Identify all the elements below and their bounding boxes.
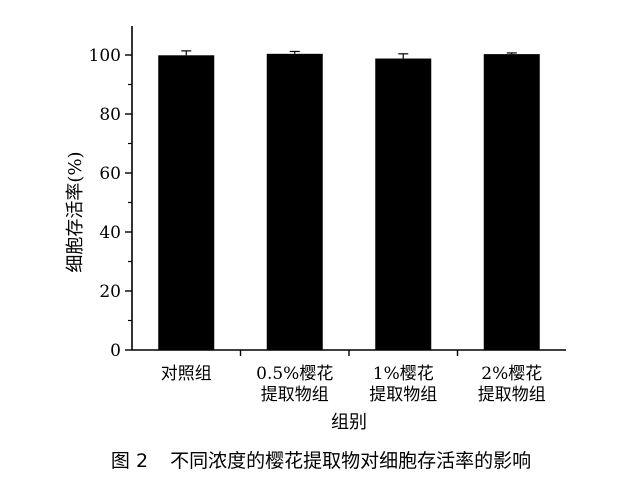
y-tick-label: 0 [110, 341, 121, 361]
y-tick-label: 80 [99, 105, 121, 125]
x-axis-label: 组别 [331, 412, 367, 433]
y-tick-label: 100 [89, 46, 121, 66]
y-tick-label: 20 [99, 282, 121, 302]
x-tick-label: 1%樱花提取物组 [369, 364, 437, 405]
y-axis-label: 细胞存活率(%) [65, 151, 86, 272]
y-tick-label: 40 [99, 223, 121, 243]
bar [266, 53, 323, 350]
error-bars-layer [181, 50, 517, 59]
figure-caption: 图 2 不同浓度的樱花提取物对细胞存活率的影响 [0, 446, 642, 473]
bar [375, 58, 432, 350]
x-tick-label: 0.5%樱花提取物组 [256, 364, 333, 405]
x-tick-label: 对照组 [161, 364, 212, 384]
x-ticks-layer: 对照组 0.5%樱花提取物组 1%樱花提取物组 2%樱花提取物组 [161, 350, 546, 405]
figure-number: 图 2 [110, 450, 149, 472]
bar [483, 54, 540, 351]
bar [158, 55, 215, 351]
bars-layer [158, 53, 540, 351]
bar-chart: 0 20 40 60 80 100 对照组 0.5%樱花提取物组 1%樱花提取物组 2%樱花提取… [65, 26, 566, 433]
y-tick-label: 60 [99, 164, 121, 184]
x-tick-label: 2%樱花提取物组 [478, 364, 546, 405]
y-ticks-layer: 0 20 40 60 80 100 [89, 46, 132, 361]
caption-text: 不同浓度的樱花提取物对细胞存活率的影响 [170, 450, 532, 472]
